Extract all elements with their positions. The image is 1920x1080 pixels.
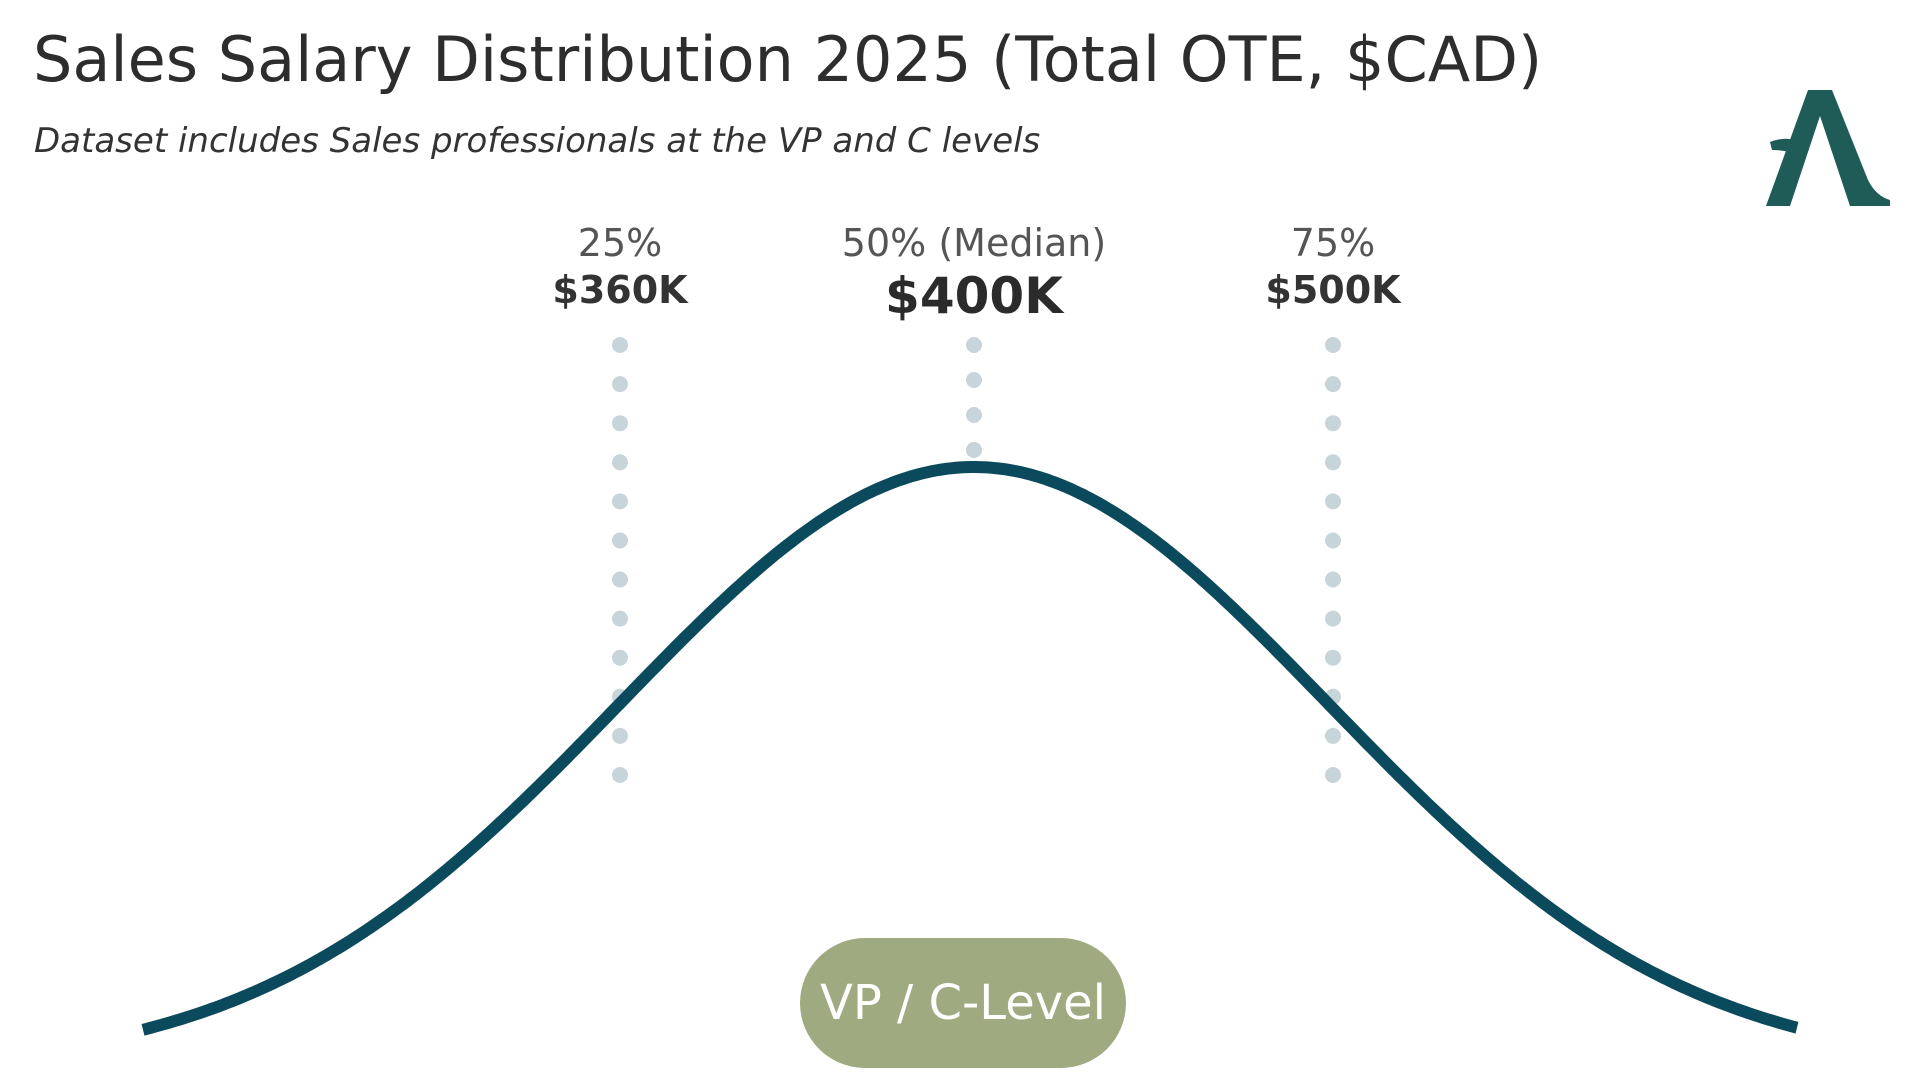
category-label: VP / C-Level <box>819 975 1106 1031</box>
logo-a-shape <box>1766 90 1890 206</box>
marker-dot <box>966 407 982 423</box>
a-letter-logo-icon <box>1766 90 1890 206</box>
marker-dot <box>1325 610 1341 627</box>
marker-dot <box>612 649 628 666</box>
category-pill: VP / C-Level <box>800 938 1126 1068</box>
marker-dot <box>612 727 628 744</box>
percentile-marker-2 <box>1325 337 1341 783</box>
marker-dot <box>1325 415 1341 432</box>
percentile-label-1: 50% (Median) <box>842 221 1106 265</box>
marker-dot <box>966 337 982 353</box>
marker-dot <box>612 337 628 353</box>
marker-dot <box>612 376 628 393</box>
percentile-label-0: 25% <box>578 221 662 265</box>
percentile-value-1: $400K <box>885 267 1065 325</box>
marker-dot <box>612 767 628 783</box>
marker-dot <box>966 372 982 388</box>
chart-subtitle: Dataset includes Sales professionals at … <box>34 121 1041 161</box>
marker-dot <box>1325 571 1341 588</box>
marker-dot <box>1325 727 1341 744</box>
marker-dot <box>1325 649 1341 666</box>
marker-dot <box>612 415 628 432</box>
marker-dot <box>612 610 628 627</box>
percentile-marker-1 <box>966 337 982 458</box>
percentile-value-0: $360K <box>552 268 689 312</box>
marker-dot <box>1325 532 1341 549</box>
marker-dot <box>612 571 628 588</box>
marker-dot <box>1325 337 1341 353</box>
marker-dot <box>612 454 628 471</box>
marker-dot <box>966 442 982 458</box>
percentile-markers <box>612 337 1341 783</box>
marker-dot <box>1325 493 1341 510</box>
percentile-labels: 25%$360K 50% (Median)$400K 75%$500K <box>552 221 1402 325</box>
distribution-curve <box>141 461 1799 1036</box>
percentile-value-2: $500K <box>1265 268 1402 312</box>
marker-dot <box>612 532 628 549</box>
marker-dot <box>1325 376 1341 393</box>
percentile-label-2: 75% <box>1291 221 1375 265</box>
marker-dot <box>1325 767 1341 783</box>
marker-dot <box>1325 454 1341 471</box>
chart-title: Sales Salary Distribution 2025 (Total OT… <box>33 23 1543 96</box>
marker-dot <box>612 493 628 510</box>
